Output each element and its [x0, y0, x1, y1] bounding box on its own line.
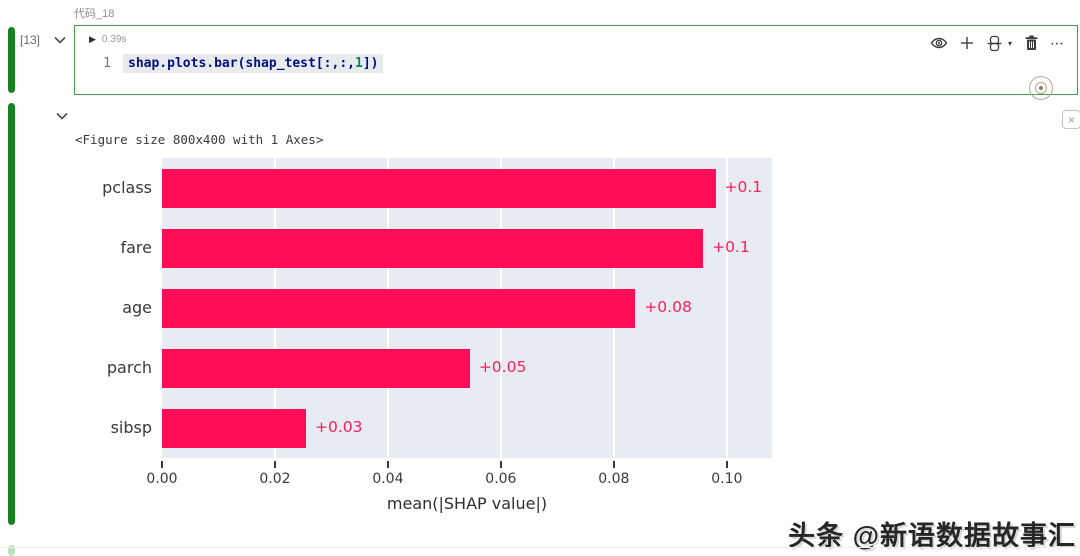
bar-value-label-fare: +0.1	[712, 238, 750, 256]
output-collapse-chevron-icon[interactable]	[55, 108, 69, 126]
bar-fare	[162, 228, 704, 268]
more-actions-ellipsis-icon[interactable]: ⋯	[1050, 34, 1065, 51]
x-tick-mark	[273, 461, 276, 468]
shap-bar-chart: +0.1 +0.1 +0.08 +0.05 +0.03	[162, 158, 772, 458]
bottom-divider	[0, 547, 1080, 548]
category-label-age: age	[122, 298, 152, 317]
bar-value-label-pclass: +0.1	[724, 178, 763, 196]
toggle-output-visibility-eye-icon[interactable]	[930, 34, 948, 52]
x-tick-label: 0.00	[146, 471, 178, 487]
bar-parch	[162, 348, 470, 388]
toutiao-watermark: 头条 @新语数据故事汇	[788, 521, 1076, 551]
cell-title-label: 代码_18	[74, 8, 115, 20]
x-tick-label: 0.06	[485, 471, 517, 487]
category-label-fare: fare	[120, 238, 152, 257]
kernel-language-python-icon[interactable]	[986, 34, 1004, 52]
x-tick-label: 0.08	[598, 471, 630, 487]
gridline	[725, 158, 728, 458]
category-label-parch: parch	[106, 358, 152, 377]
close-output-icon[interactable]: ×	[1062, 110, 1080, 129]
category-label-sibsp: sibsp	[110, 418, 152, 437]
x-tick-mark	[161, 461, 163, 468]
category-label-pclass: pclass	[102, 178, 152, 197]
code-cell[interactable]: ▶ 0.39s 1 shap.plots.bar(shap_test[:,:,1…	[74, 25, 1078, 100]
kernel-status-icon	[1029, 76, 1053, 100]
x-tick-mark	[386, 461, 389, 468]
kernel-dropdown-caret-icon[interactable]: ▾	[1007, 38, 1012, 48]
bar-pclass	[162, 168, 716, 208]
figure-repr-text: <Figure size 800x400 with 1 Axes>	[75, 132, 324, 147]
chart-x-axis-ticks: 0.00 0.02 0.04 0.06 0.08 0.10	[146, 458, 772, 498]
x-tick-mark	[499, 461, 502, 468]
x-tick-label: 0.04	[372, 471, 404, 487]
bar-sibsp	[162, 408, 307, 448]
next-cell-indicator	[8, 545, 15, 556]
output-active-indicator	[8, 103, 15, 525]
code-editor-line[interactable]: shap.plots.bar(shap_test[:,:,1])	[123, 54, 384, 73]
line-number: 1	[103, 56, 111, 71]
code-close: ])	[362, 56, 379, 71]
bar-value-label-parch: +0.05	[478, 358, 527, 376]
run-cell-icon[interactable]: ▶	[89, 34, 96, 44]
bar-age	[162, 288, 636, 328]
x-tick-label: 0.02	[259, 471, 291, 487]
cell-active-indicator	[8, 27, 15, 93]
code-main: shap.plots.bar(shap_test[:,:,	[128, 56, 355, 71]
bar-value-label-sibsp: +0.03	[315, 418, 363, 436]
cell-toolbar: ▾ ⋯	[930, 34, 1065, 52]
execution-duration: 0.39s	[101, 34, 127, 45]
cell-collapse-chevron-icon[interactable]	[53, 32, 67, 50]
delete-cell-trash-icon[interactable]	[1022, 34, 1040, 52]
x-tick-mark	[725, 461, 728, 468]
add-cell-plus-icon[interactable]	[958, 34, 976, 52]
code-number-literal: 1	[354, 56, 363, 71]
execution-count: [13]	[20, 33, 41, 47]
bar-value-label-age: +0.08	[644, 298, 692, 316]
chart-category-axis: pclass fare age parch sibsp	[60, 158, 152, 458]
x-tick-label: 0.10	[711, 471, 743, 487]
chart-x-axis-label: mean(|SHAP value|)	[386, 494, 548, 513]
x-tick-mark	[612, 461, 615, 468]
